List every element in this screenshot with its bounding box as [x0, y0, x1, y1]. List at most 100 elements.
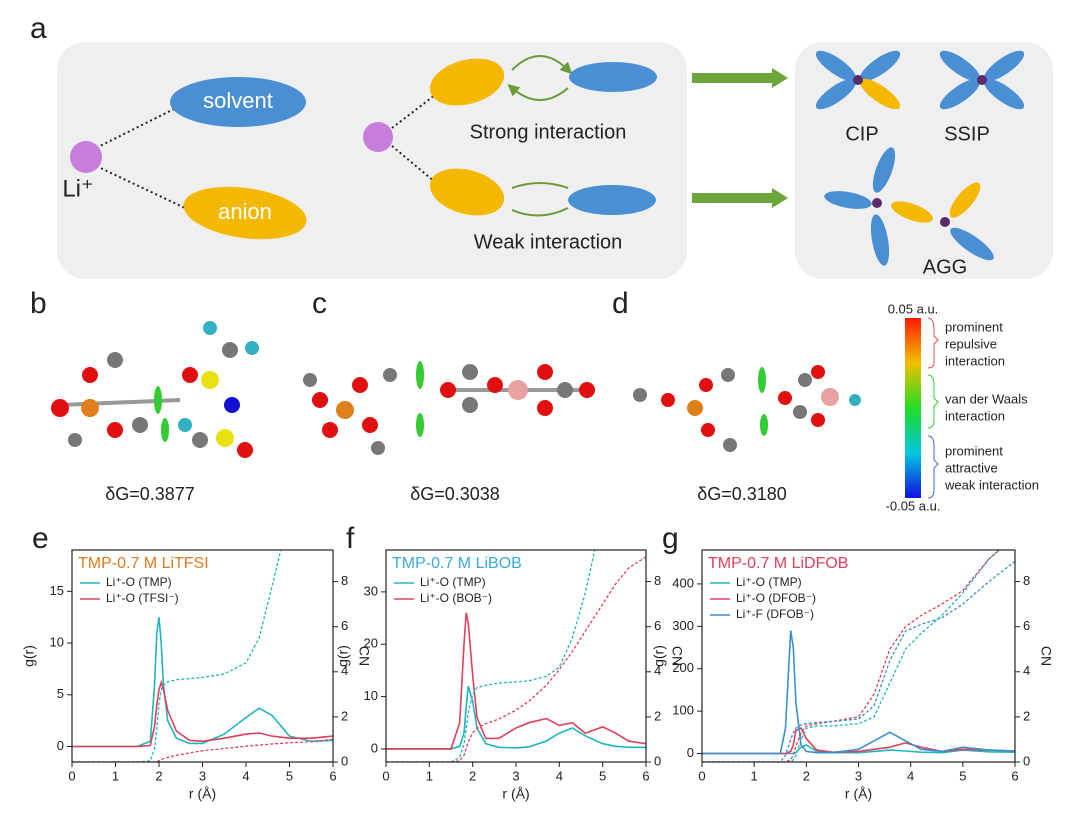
- y-axis-label: g(r): [21, 645, 37, 667]
- x-tick-label: 4: [556, 768, 563, 783]
- clip-group: [702, 560, 1015, 762]
- chart-title: TMP-0.7 M LiTFSI: [78, 555, 209, 572]
- y-tick-label: 300: [672, 618, 694, 633]
- colorbar-label: 0.05 a.u.: [888, 301, 939, 316]
- clip-group: [386, 612, 646, 750]
- panel-letter: f: [346, 522, 355, 555]
- y2-tick-label: 0: [654, 753, 661, 768]
- label: SSIP: [944, 123, 990, 145]
- y-tick-label: 0: [687, 745, 694, 760]
- panel-letter: g: [662, 522, 679, 555]
- panel-letter: b: [30, 287, 47, 320]
- y2-tick-label: 2: [341, 708, 348, 723]
- x-tick-label: 2: [803, 768, 810, 783]
- molecule: [51, 321, 259, 458]
- clip-group: [72, 738, 333, 762]
- y2-axis-label: CN: [669, 646, 685, 666]
- label: CIP: [845, 123, 878, 145]
- x-tick-label: 3: [855, 768, 862, 783]
- rdf-line: [72, 679, 333, 748]
- rdf-line: [386, 685, 646, 750]
- legend-label: Li⁺-O (TMP): [106, 575, 172, 589]
- x-tick-label: 4: [242, 768, 249, 783]
- panel-letter: d: [612, 287, 629, 320]
- y2-tick-label: 2: [654, 708, 661, 723]
- legend-label: Li⁺-O (TMP): [736, 575, 802, 589]
- cn-line: [702, 550, 1001, 762]
- x-axis-label: r (Å): [845, 786, 872, 802]
- clip-group: [72, 617, 333, 748]
- panel-letter: a: [30, 12, 47, 45]
- clip-group: [72, 679, 333, 748]
- x-tick-label: 6: [1011, 768, 1018, 783]
- colorbar-note: interaction: [945, 408, 1005, 423]
- panel-a-box-right: [795, 42, 1053, 279]
- cn-line: [72, 550, 282, 762]
- x-tick-label: 1: [751, 768, 758, 783]
- y2-tick-label: 4: [654, 663, 661, 678]
- rdf-line: [702, 630, 1015, 755]
- colorbar-note: van der Waals: [945, 391, 1028, 406]
- y2-tick-label: 6: [341, 618, 348, 633]
- colorbar-note: weak interaction: [944, 477, 1039, 492]
- y2-tick-label: 6: [1023, 618, 1030, 633]
- dg-label: δG=0.3038: [410, 484, 500, 504]
- y-tick-label: 100: [672, 703, 694, 718]
- x-tick-label: 6: [329, 768, 336, 783]
- clip-group: [386, 556, 646, 762]
- label: AGG: [923, 256, 967, 278]
- label: Weak interaction: [474, 231, 623, 253]
- label: Li⁺: [62, 175, 93, 202]
- y2-tick-label: 8: [654, 573, 661, 588]
- y2-tick-label: 6: [654, 618, 661, 633]
- x-tick-label: 1: [426, 768, 433, 783]
- y-tick-label: 0: [371, 740, 378, 755]
- chart-title: TMP-0.7 M LiDFOB: [708, 555, 848, 572]
- y-tick-label: 0: [57, 738, 64, 753]
- cn-line: [386, 550, 596, 762]
- x-axis-label: r (Å): [189, 786, 216, 802]
- y-tick-label: 20: [364, 636, 378, 651]
- y2-tick-label: 2: [1023, 708, 1030, 723]
- chart-title: TMP-0.7 M LiBOB: [392, 555, 522, 572]
- legend-label: Li⁺-F (DFOB⁻): [736, 607, 814, 621]
- x-tick-label: 5: [286, 768, 293, 783]
- brackets: [927, 317, 939, 499]
- y-tick-label: 30: [364, 583, 378, 598]
- y2-axis-label: CN: [356, 646, 372, 666]
- x-tick-label: 3: [512, 768, 519, 783]
- cn-line: [72, 738, 333, 762]
- x-tick-label: 0: [698, 768, 705, 783]
- dg-label: δG=0.3180: [697, 484, 787, 504]
- clip-group: [386, 550, 596, 762]
- clip-group: [702, 550, 1001, 762]
- panel-letter: c: [312, 287, 327, 320]
- cn-line: [386, 556, 646, 762]
- y-tick-label: 10: [50, 635, 64, 650]
- y2-tick-label: 4: [341, 663, 348, 678]
- legend-label: Li⁺-O (TMP): [420, 575, 486, 589]
- y2-tick-label: 8: [1023, 573, 1030, 588]
- legend-label: Li⁺-O (TFSI⁻): [106, 591, 179, 605]
- dg-label: δG=0.3877: [105, 484, 195, 504]
- colorbar-note: prominent: [945, 319, 1003, 334]
- panel-letter: e: [32, 522, 49, 555]
- x-tick-label: 4: [907, 768, 914, 783]
- colorbar-label: -0.05 a.u.: [886, 498, 941, 513]
- x-tick-label: 6: [642, 768, 649, 783]
- clip-group: [386, 685, 646, 750]
- colorbar-note: repulsive: [945, 336, 997, 351]
- colorbar: [905, 318, 921, 498]
- y-tick-label: 5: [57, 686, 64, 701]
- molecule: [633, 365, 861, 452]
- x-axis-label: r (Å): [502, 786, 529, 802]
- clip-group: [702, 550, 1001, 762]
- rdf-line: [72, 617, 333, 748]
- y2-tick-label: 4: [1023, 663, 1030, 678]
- x-tick-label: 3: [199, 768, 206, 783]
- molecule: [303, 361, 595, 455]
- label: solvent: [203, 88, 273, 113]
- legend-label: Li⁺-O (BOB⁻): [420, 591, 492, 605]
- y-tick-label: 200: [672, 660, 694, 675]
- cn-line: [702, 560, 1015, 762]
